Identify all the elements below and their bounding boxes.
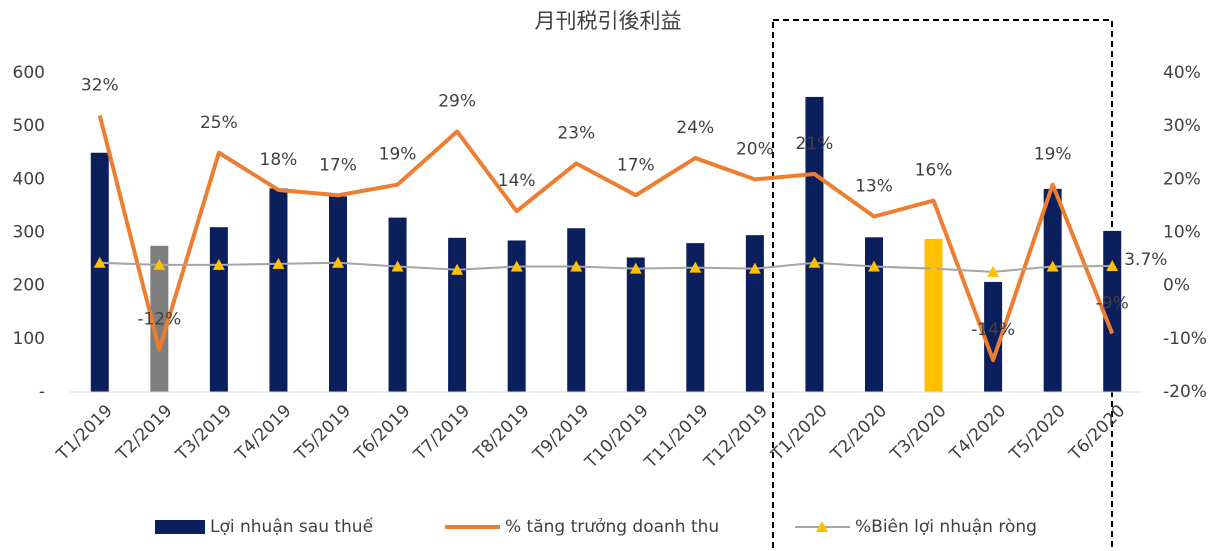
x-tick-label: T6/2019 xyxy=(350,401,414,465)
legend-swatch xyxy=(155,520,205,534)
data-label: 19% xyxy=(1034,145,1072,165)
bar xyxy=(269,188,288,392)
data-label: 17% xyxy=(319,155,357,175)
marker xyxy=(391,260,404,272)
bar xyxy=(626,257,645,392)
data-label: -14% xyxy=(971,320,1015,340)
y-tick-label: 200 xyxy=(13,276,45,296)
marker xyxy=(570,260,583,272)
marker xyxy=(927,262,940,274)
data-label: 20% xyxy=(736,139,774,159)
marker xyxy=(272,257,285,269)
marker xyxy=(868,260,880,272)
legend-label: %Biên lợi nhuận ròng xyxy=(855,517,1037,537)
y2-tick-label: -10% xyxy=(1163,329,1207,349)
y-tick-label: - xyxy=(39,382,45,402)
marker xyxy=(212,258,225,270)
data-label: 19% xyxy=(379,145,417,165)
data-label: 25% xyxy=(200,113,238,133)
bar xyxy=(507,240,526,392)
y-tick-label: 500 xyxy=(13,116,45,136)
data-label: 3.7% xyxy=(1124,250,1167,270)
bar xyxy=(805,96,824,393)
x-tick-label: T11/2019 xyxy=(640,401,712,473)
chart-title: 月刊税引後利益 xyxy=(535,9,682,33)
bar xyxy=(150,245,169,392)
y2-tick-label: 0% xyxy=(1163,276,1190,296)
x-tick-label: T2/2020 xyxy=(827,401,891,465)
data-label: 14% xyxy=(498,171,536,191)
y2-tick-label: 30% xyxy=(1163,116,1201,136)
y-tick-label: 300 xyxy=(13,223,45,243)
marker xyxy=(1106,259,1119,271)
x-tick-label: T2/2019 xyxy=(112,401,176,465)
marker xyxy=(808,256,821,268)
bar xyxy=(1103,230,1122,392)
marker xyxy=(451,263,464,275)
bar xyxy=(329,196,347,392)
y-tick-label: 600 xyxy=(13,63,45,83)
x-tick-label: T1/2020 xyxy=(767,401,831,465)
data-label: -12% xyxy=(137,309,181,329)
bar xyxy=(924,238,943,392)
line xyxy=(97,115,1115,363)
y2-tick-label: 20% xyxy=(1163,169,1201,189)
x-tick-label: T7/2019 xyxy=(410,401,474,465)
x-tick-label: T5/2019 xyxy=(291,401,355,465)
bar xyxy=(209,227,228,392)
data-label: 18% xyxy=(260,150,298,170)
marker xyxy=(153,258,166,270)
y2-tick-label: -20% xyxy=(1163,382,1207,402)
marker xyxy=(987,265,1000,277)
x-tick-label: T1/2019 xyxy=(52,401,116,465)
bar xyxy=(865,237,883,392)
bar xyxy=(567,228,586,392)
x-tick-label: T8/2019 xyxy=(469,401,533,465)
bar xyxy=(1043,188,1062,392)
data-label: -9% xyxy=(1096,294,1129,314)
data-label: 24% xyxy=(676,118,714,138)
line xyxy=(99,261,1113,273)
y-tick-label: 400 xyxy=(13,169,45,189)
x-tick-label: T10/2019 xyxy=(581,401,653,473)
bar xyxy=(90,152,109,392)
legend-label: Lợi nhuận sau thuế xyxy=(210,516,374,537)
bar xyxy=(686,243,705,392)
marker xyxy=(1046,260,1059,272)
marker xyxy=(689,261,702,273)
bar xyxy=(984,281,1003,392)
x-tick-label: T4/2019 xyxy=(231,401,295,465)
data-label: 17% xyxy=(617,155,655,175)
x-tick-label: T4/2020 xyxy=(946,401,1010,465)
x-tick-label: T12/2019 xyxy=(700,401,772,473)
marker xyxy=(93,256,106,268)
legend-marker xyxy=(816,521,828,532)
bar xyxy=(388,217,407,392)
marker xyxy=(629,262,642,274)
data-label: 32% xyxy=(81,76,119,96)
data-label: 29% xyxy=(438,91,476,111)
y2-tick-label: 40% xyxy=(1163,63,1201,83)
y-tick-label: 100 xyxy=(13,329,45,349)
x-tick-label: T3/2019 xyxy=(171,401,235,465)
marker xyxy=(510,260,523,272)
bar xyxy=(745,235,764,392)
y2-tick-label: 10% xyxy=(1163,223,1201,243)
legend-label: % tăng trưởng doanh thu xyxy=(505,517,719,537)
marker xyxy=(748,262,761,274)
data-label: 13% xyxy=(855,177,893,197)
marker xyxy=(332,256,344,268)
data-label: 16% xyxy=(915,161,953,181)
data-label: 21% xyxy=(796,134,834,154)
data-label: 23% xyxy=(557,123,595,143)
bar xyxy=(448,237,467,392)
x-tick-label: T5/2020 xyxy=(1005,401,1069,465)
x-tick-label: T3/2020 xyxy=(886,401,950,465)
x-tick-label: T6/2020 xyxy=(1065,401,1129,465)
